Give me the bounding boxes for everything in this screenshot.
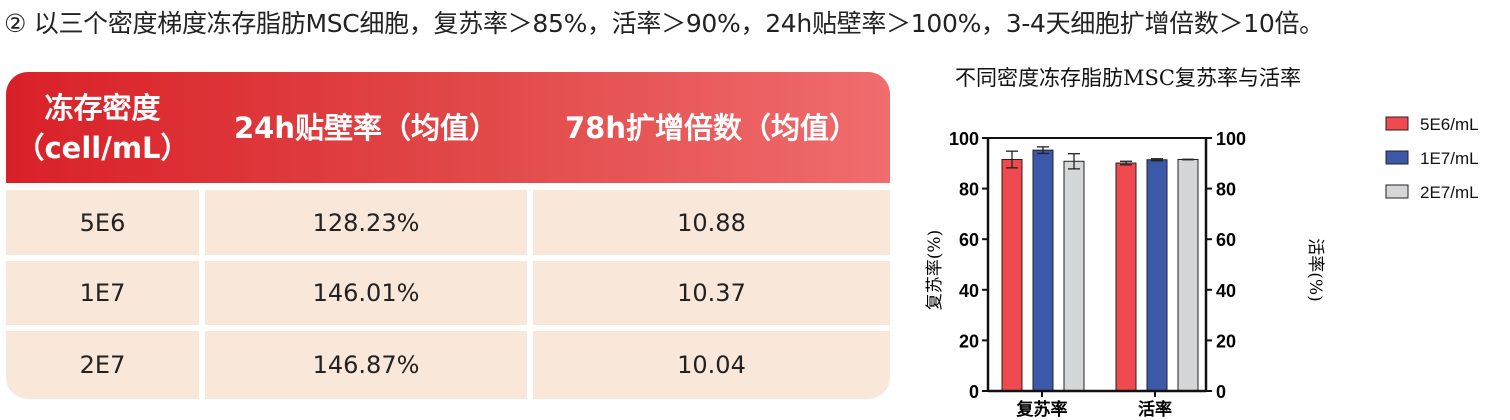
table-cell: 10.04 [533,331,890,399]
table-row: 5E6 128.23% 10.88 [6,190,890,255]
chart-title: 不同密度冻存脂肪MSC复苏率与活率 [955,66,1301,90]
y2-tick-label: 40 [1216,281,1236,301]
table-cell: 10.37 [533,261,890,325]
table-cell: 5E6 [6,190,199,255]
header-line: （cell/mL） [15,130,190,165]
y2-tick-label: 80 [1216,180,1236,200]
y2-tick-label: 20 [1216,331,1236,351]
bar-chart: 不同密度冻存脂肪MSC复苏率与活率 0 0 20 20 40 40 60 60 80 80 100 10… [925,66,1479,420]
bar [1001,159,1023,392]
header-cell-density: 冻存密度 （cell/mL） [6,72,199,183]
y2-tick-label: 0 [1216,382,1226,402]
table-cell: 146.01% [205,261,527,325]
y-tick-label: 60 [959,230,979,250]
y2-tick-label: 60 [1216,230,1236,250]
legend-swatch [1385,184,1409,199]
x-tick-label: 复苏率 [1016,399,1068,420]
table-cell: 146.87% [205,331,527,399]
data-table: 冻存密度 （cell/mL） 24h贴壁率（均值） 78h扩增倍数（均值） 5E6… [6,72,890,399]
y-tick-label: 40 [959,281,979,301]
headline: ② 以三个密度梯度冻存脂肪MSC细胞，复苏率＞85%，活率＞90%，24h贴壁率… [4,9,1324,38]
table-cell: 128.23% [205,190,527,255]
y-tick-label: 20 [959,331,979,351]
bar [1115,162,1137,392]
y-tick-label: 80 [959,180,979,200]
legend-label: 2E7/mL [1420,183,1479,202]
y2-axis-label: 活率(%) [1305,238,1325,301]
table-cell: 1E7 [6,261,199,325]
bar [1177,159,1199,392]
table-header: 冻存密度 （cell/mL） 24h贴壁率（均值） 78h扩增倍数（均值） [6,72,890,183]
table-row: 2E7 146.87% 10.04 [6,331,890,399]
legend-label: 1E7/mL [1420,149,1479,168]
bar [1032,149,1054,392]
header-line: 冻存密度 [44,90,161,125]
y-axis-label: 复苏率(%) [925,230,945,310]
legend-swatch [1385,116,1409,131]
x-tick-label: 活率 [1138,399,1172,420]
table-cell: 2E7 [6,331,199,399]
y-tick-label: 0 [969,382,979,402]
header-cell-expansion: 78h扩增倍数（均值） [564,110,858,145]
y2-tick-label: 100 [1216,129,1246,149]
table-row: 1E7 146.01% 10.37 [6,261,890,325]
table-cell: 10.88 [533,190,890,255]
bar [1146,159,1168,392]
y-tick-label: 100 [949,129,979,149]
bar [1063,160,1085,392]
header-cell-adhesion: 24h贴壁率（均值） [233,110,498,145]
legend-label: 5E6/mL [1420,115,1479,134]
legend-swatch [1385,150,1409,165]
